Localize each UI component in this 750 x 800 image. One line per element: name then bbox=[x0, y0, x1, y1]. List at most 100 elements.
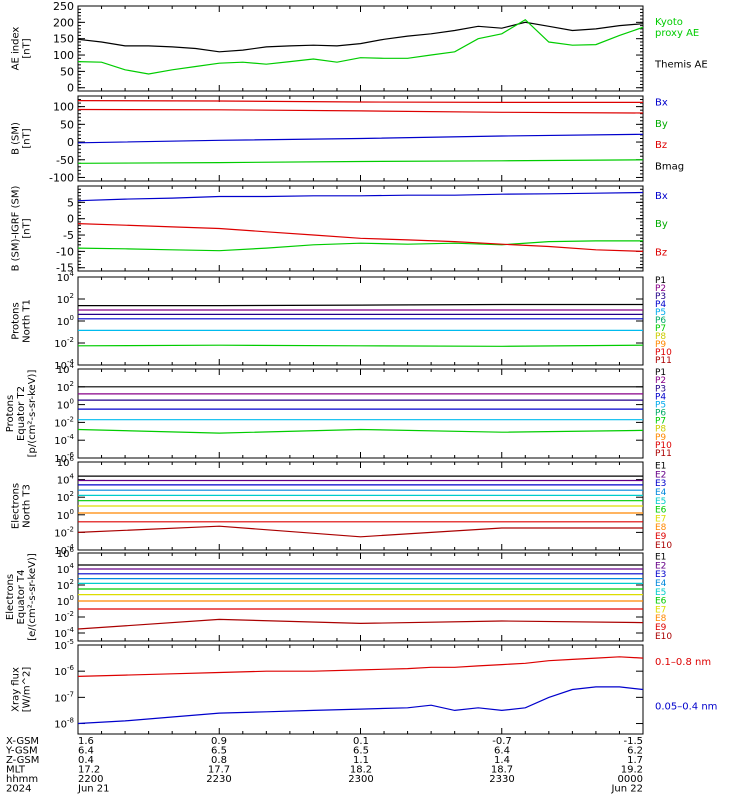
legend-entry: E8 bbox=[655, 523, 667, 533]
legend-entry: Bx bbox=[655, 98, 668, 109]
y-tick-label: 106 bbox=[57, 455, 75, 469]
y-tick-label: 10-2 bbox=[54, 415, 74, 429]
y-tick-label: -5 bbox=[63, 229, 74, 242]
legend-entry: P7 bbox=[655, 324, 666, 334]
legend-entry: P11 bbox=[655, 356, 672, 366]
legend-entry: Themis AE bbox=[654, 60, 708, 71]
legend-entry: P10 bbox=[655, 441, 672, 451]
y-tick-label: 10-8 bbox=[54, 717, 74, 731]
legend-entry: P3 bbox=[655, 384, 666, 394]
y-tick-label: 100 bbox=[57, 314, 74, 328]
y-tick-label: 104 bbox=[57, 473, 75, 487]
y-tick-label: 0 bbox=[67, 136, 74, 149]
y-tick-label: 10-2 bbox=[54, 525, 74, 539]
series-line bbox=[77, 21, 644, 53]
y-axis-label: [nT] bbox=[22, 38, 33, 58]
series-line bbox=[78, 303, 643, 307]
legend-entry: By bbox=[655, 119, 668, 130]
y-tick-label: 10-2 bbox=[54, 336, 74, 350]
y-axis-label: Electrons bbox=[5, 574, 16, 620]
y-tick-label: -100 bbox=[49, 171, 74, 184]
y-tick-label: -50 bbox=[56, 154, 74, 167]
y-tick-label: 100 bbox=[57, 594, 74, 608]
y-axis-label: [nT] bbox=[22, 218, 33, 238]
legend-entry: E5 bbox=[655, 588, 666, 598]
y-axis-label: Equator T2 bbox=[16, 386, 27, 441]
y-tick-label: 102 bbox=[57, 380, 74, 394]
y-tick-label: 250 bbox=[53, 0, 74, 13]
legend-entry: P7 bbox=[655, 417, 666, 427]
y-axis-label: Electrons bbox=[11, 483, 22, 529]
y-axis-label: [p/(cm²-s-sr-keV)] bbox=[27, 370, 38, 458]
y-tick-label: 104 bbox=[57, 562, 75, 576]
panel-frame bbox=[77, 368, 644, 459]
y-tick-label: 10-4 bbox=[54, 433, 74, 447]
series-line bbox=[77, 18, 644, 75]
legend-entry: P5 bbox=[655, 308, 666, 318]
y-tick-label: -15 bbox=[56, 262, 74, 275]
y-axis-label: [W/m^2] bbox=[22, 667, 33, 713]
legend-entry: E3 bbox=[655, 570, 666, 580]
y-tick-label: 104 bbox=[57, 270, 75, 284]
y-axis-label: Protons bbox=[5, 395, 16, 432]
legend-entry: E4 bbox=[655, 579, 667, 589]
legend-entry: E9 bbox=[655, 623, 667, 633]
y-tick-label: 10-2 bbox=[54, 610, 74, 624]
y-tick-label: -10 bbox=[56, 245, 74, 258]
series-line bbox=[77, 159, 644, 164]
legend-entry: E3 bbox=[655, 479, 666, 489]
y-tick-label: 100 bbox=[53, 101, 74, 114]
y-tick-label: 102 bbox=[57, 490, 74, 504]
legend-entry: P1 bbox=[655, 368, 666, 378]
y-tick-label: 100 bbox=[57, 508, 74, 522]
legend-entry: By bbox=[655, 219, 668, 230]
legend-entry: 0.05–0.4 nm bbox=[655, 702, 717, 713]
y-axis-label: [nT] bbox=[22, 128, 33, 148]
legend-entry: E9 bbox=[655, 532, 667, 542]
y-tick-label: 100 bbox=[53, 49, 74, 62]
legend-entry: P11 bbox=[655, 449, 672, 459]
legend-entry: Bx bbox=[655, 191, 668, 202]
legend-entry: E6 bbox=[655, 506, 667, 516]
y-tick-label: 10-5 bbox=[54, 638, 74, 652]
legend-entry: P4 bbox=[655, 392, 666, 402]
legend-entry: P1 bbox=[655, 276, 666, 286]
series-line bbox=[77, 618, 644, 630]
series-line bbox=[77, 656, 644, 677]
y-tick-label: 100 bbox=[57, 398, 74, 412]
legend-entry: P8 bbox=[655, 332, 666, 342]
legend-entry: 0.1–0.8 nm bbox=[655, 657, 711, 668]
series-line bbox=[77, 223, 644, 252]
panel-frame bbox=[77, 552, 644, 642]
legend-entry: E10 bbox=[655, 632, 672, 642]
panel-frame bbox=[77, 644, 644, 735]
y-tick-label: 10-6 bbox=[54, 664, 74, 678]
legend-entry: P2 bbox=[655, 376, 666, 386]
legend-entry: P8 bbox=[655, 425, 666, 435]
y-tick-label: 0 bbox=[67, 82, 74, 95]
legend-entry: E7 bbox=[655, 514, 666, 524]
y-tick-label: 50 bbox=[60, 65, 74, 78]
legend-entry: E4 bbox=[655, 488, 667, 498]
series-line bbox=[77, 191, 644, 202]
series-line bbox=[77, 100, 643, 103]
legend-entry: E10 bbox=[655, 541, 672, 551]
series-line bbox=[77, 108, 644, 114]
legend-entry: P9 bbox=[655, 340, 666, 350]
y-tick-label: 50 bbox=[60, 118, 74, 131]
y-axis-label: B (SM) bbox=[11, 122, 22, 155]
legend-entry: P6 bbox=[655, 409, 666, 419]
y-axis-label: AE index bbox=[11, 27, 22, 71]
series-line bbox=[77, 133, 644, 144]
legend-entry: E1 bbox=[655, 553, 666, 563]
y-axis-label: North T3 bbox=[22, 484, 33, 528]
legend-entry: E7 bbox=[655, 605, 666, 615]
legend-entry: P3 bbox=[655, 292, 666, 302]
y-axis-label: B (SM)-IGRF (SM) bbox=[11, 186, 22, 272]
legend-entry: P4 bbox=[655, 300, 666, 310]
y-axis-label: Protons bbox=[11, 302, 22, 339]
y-tick-label: 0 bbox=[67, 213, 74, 226]
legend-entry: E5 bbox=[655, 497, 666, 507]
y-tick-label: 104 bbox=[57, 362, 75, 376]
legend-entry: P2 bbox=[655, 284, 666, 294]
